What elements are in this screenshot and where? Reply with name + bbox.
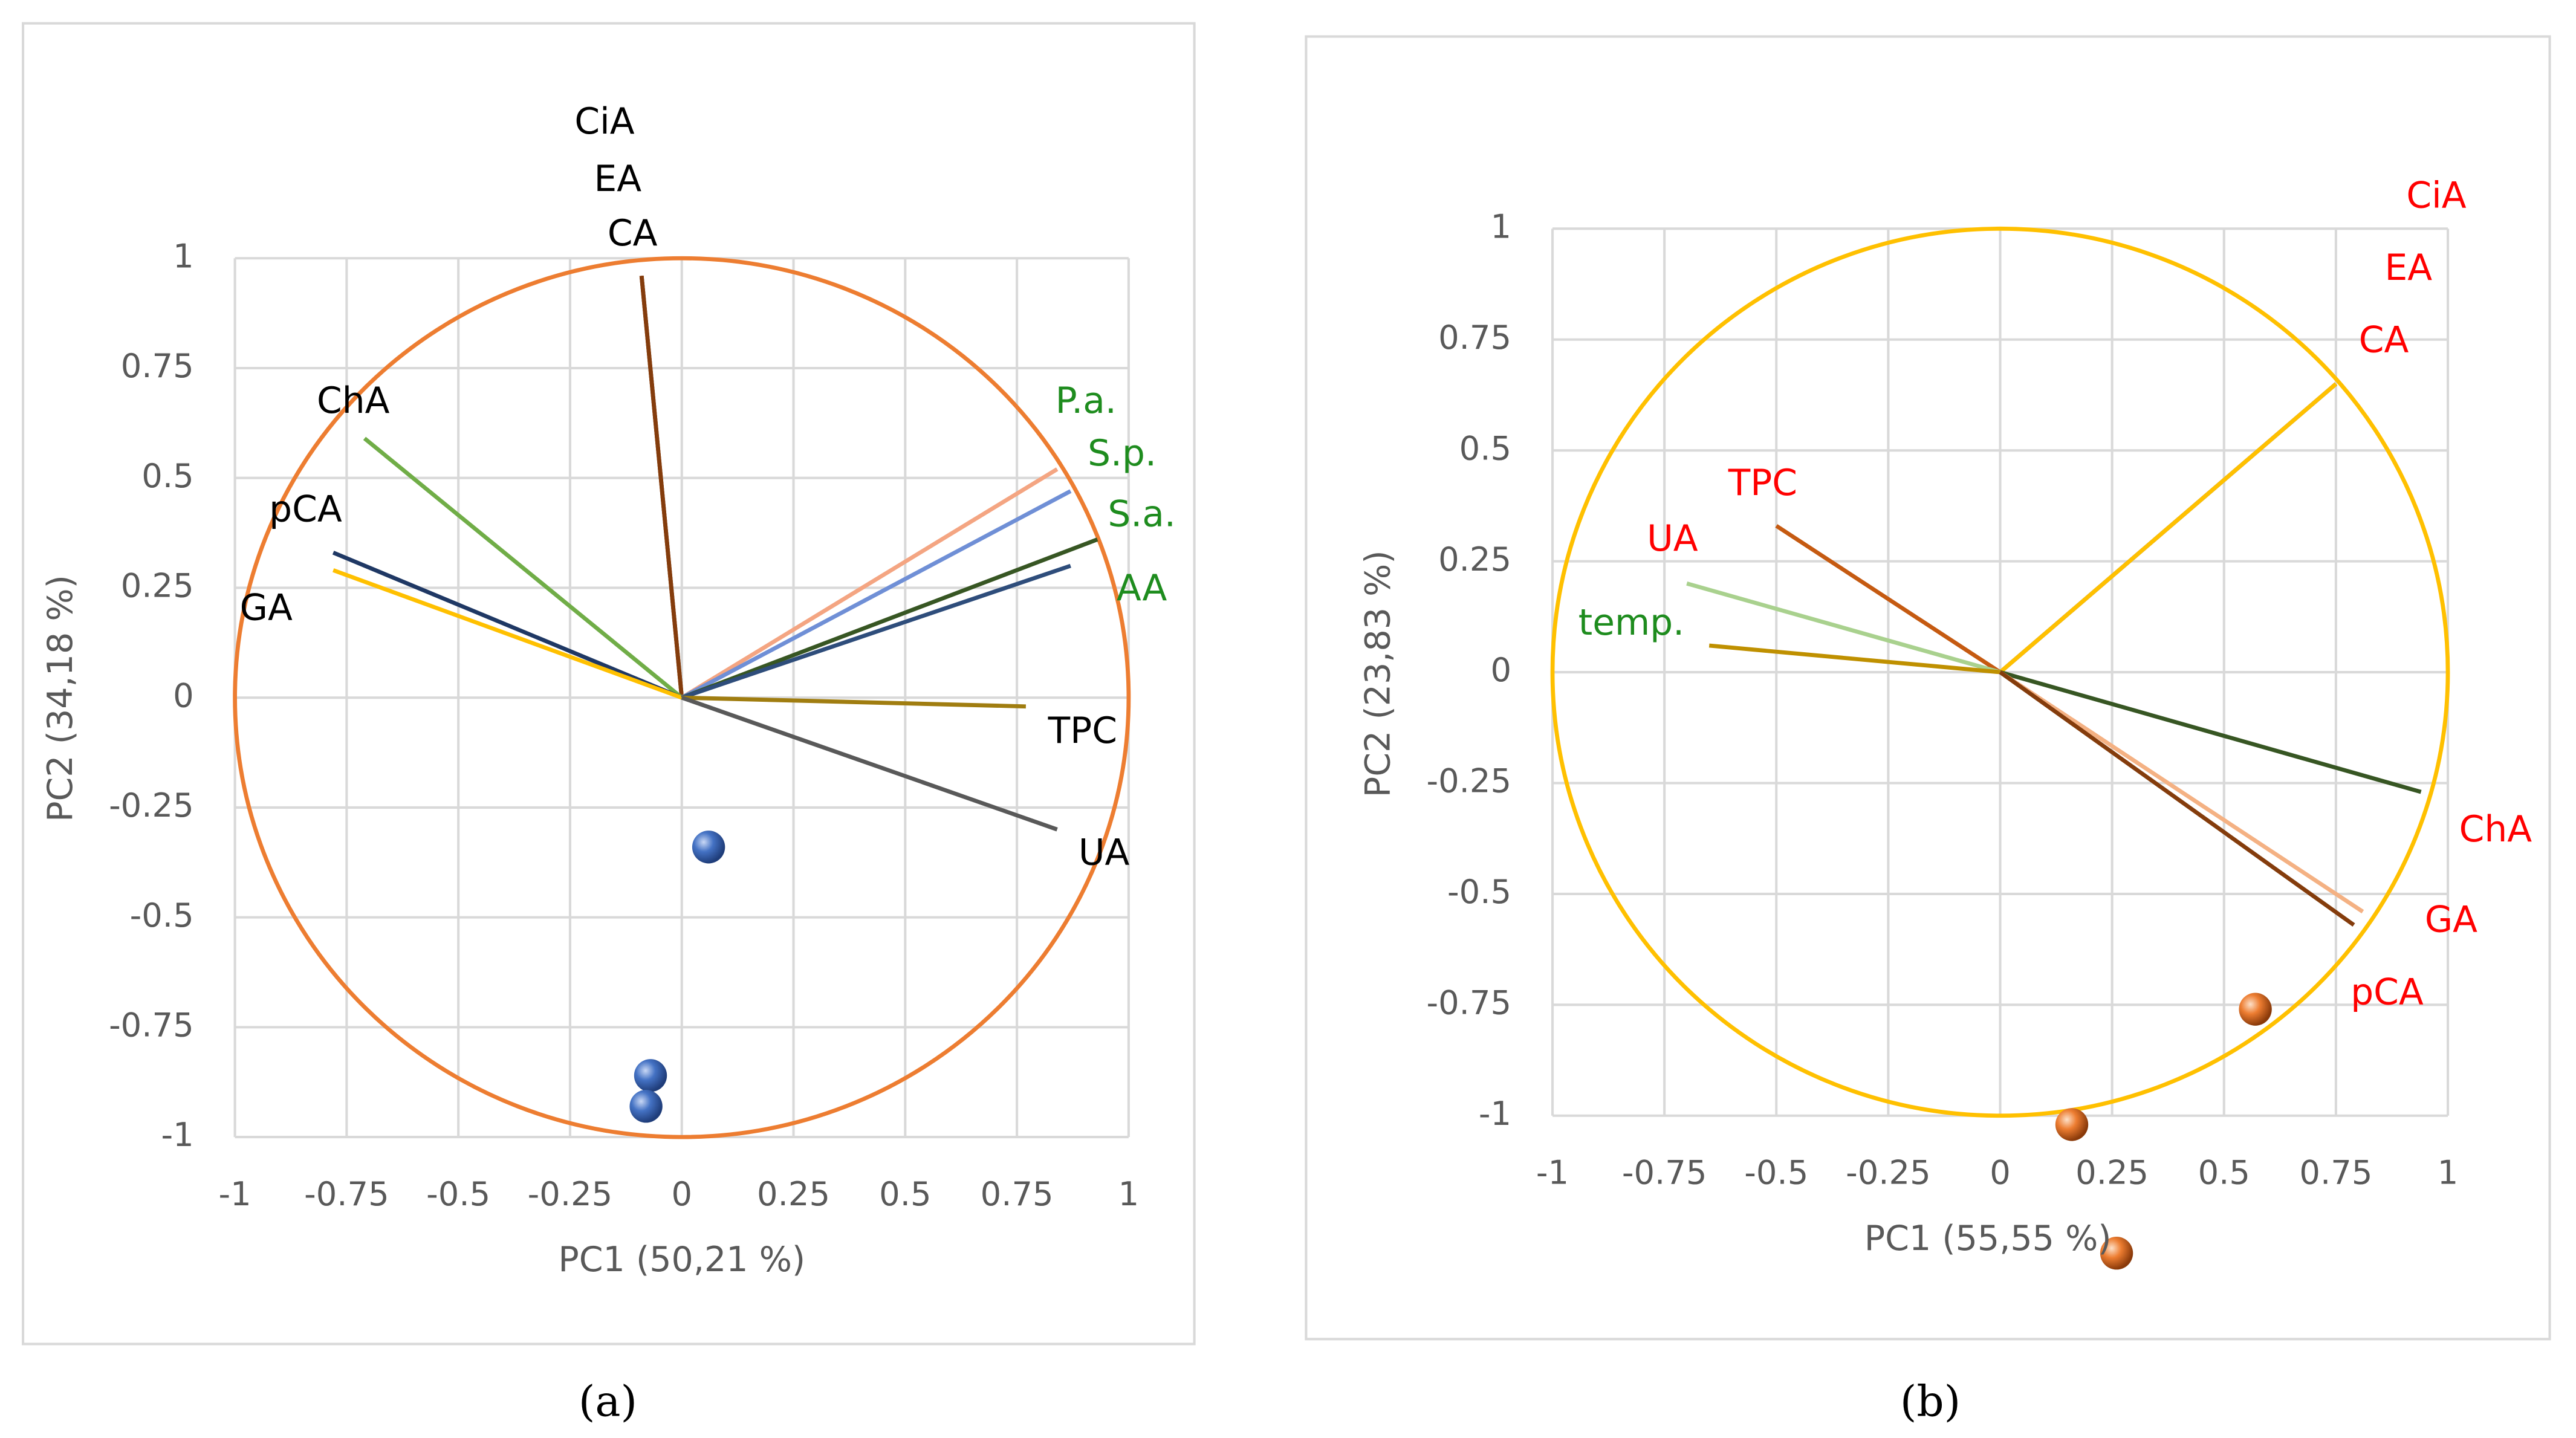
vector-label: GA [240, 587, 293, 629]
vector-label: EA [2384, 247, 2432, 289]
vector-label: CA [2359, 319, 2409, 361]
correlation-circle [233, 256, 1131, 1139]
loading-vector [681, 489, 1072, 700]
y-tick-label: -0.5 [1447, 873, 1511, 911]
loading-vector [1999, 382, 2338, 674]
y-tick-label: 0.25 [1438, 540, 1511, 578]
loading-vector [639, 276, 684, 698]
x-tick-label: 0.25 [757, 1175, 830, 1213]
vector-label: CA [608, 213, 658, 254]
y-tick-label: -0.25 [1426, 762, 1511, 800]
vector-label: GA [2425, 899, 2477, 941]
y-tick-label: 0 [173, 676, 194, 714]
loading-vector [681, 537, 1098, 700]
vector-label: temp. [1578, 602, 1684, 644]
score-point [2239, 993, 2272, 1026]
vector-label: ChA [2459, 809, 2532, 850]
loading-vector [1775, 524, 2002, 674]
x-tick-label: 1 [1118, 1175, 1140, 1213]
loading-vector [681, 695, 1026, 709]
loading-vector [1999, 670, 2422, 794]
vector-label: P.a. [1056, 380, 1117, 422]
vector-label: S.a. [1108, 493, 1176, 535]
loading-vector [332, 551, 683, 700]
x-axis-label: PC1 (50,21 %) [558, 1240, 805, 1280]
frame-a [22, 22, 1196, 1346]
y-tick-label: -1 [161, 1116, 193, 1154]
y-axis-label: PC2 (34,18 %) [41, 575, 80, 822]
vector-label: TPC [1048, 710, 1117, 752]
y-tick-label: 0.5 [141, 457, 193, 495]
vector-label: UA [1079, 832, 1130, 873]
x-tick-label: 0.25 [2075, 1154, 2149, 1192]
x-tick-label: 1 [2438, 1154, 2459, 1192]
x-tick-label: -0.25 [528, 1175, 613, 1213]
vector-label: S.p. [1088, 433, 1157, 474]
vector-label: EA [594, 158, 641, 200]
y-tick-label: 1 [173, 237, 194, 275]
loading-vector [363, 436, 683, 699]
loading-vector [681, 695, 1058, 832]
y-tick-label: 0.5 [1459, 429, 1511, 467]
x-tick-label: -0.75 [304, 1175, 389, 1213]
x-tick-label: -1 [1536, 1154, 1569, 1192]
loading-vector [1999, 670, 2355, 927]
score-point [629, 1090, 663, 1123]
x-axis-label: PC1 (55,55 %) [1864, 1219, 2112, 1258]
caption: (b) [1900, 1376, 1961, 1427]
x-tick-label: -0.75 [1622, 1154, 1707, 1192]
vector-label: TPC [1728, 462, 1797, 504]
x-tick-label: 0.5 [879, 1175, 931, 1213]
loading-vector [1999, 670, 2364, 914]
loading-vector [1708, 643, 2000, 675]
correlation-circle [1550, 226, 2450, 1118]
score-point [2100, 1237, 2133, 1270]
y-tick-label: -1 [1479, 1095, 1511, 1133]
frame-b [1305, 35, 2551, 1341]
x-tick-label: 0.75 [981, 1175, 1054, 1213]
vector-label: CiA [2406, 175, 2466, 216]
loading-vector [333, 568, 683, 700]
y-tick-label: -0.75 [1426, 983, 1511, 1022]
y-tick-label: 0.75 [121, 347, 194, 385]
loading-vector [681, 563, 1071, 700]
x-tick-label: -1 [219, 1175, 251, 1213]
x-tick-label: 0 [1990, 1154, 2011, 1192]
score-point [2055, 1108, 2089, 1141]
x-tick-label: 0.5 [2198, 1154, 2250, 1192]
x-tick-label: 0.75 [2299, 1154, 2372, 1192]
score-point [692, 831, 725, 864]
y-tick-label: -0.75 [109, 1006, 194, 1044]
y-tick-label: 0.75 [1438, 319, 1511, 357]
y-tick-label: -0.25 [109, 786, 194, 824]
y-axis-label: PC2 (23,83 %) [1358, 550, 1398, 797]
y-tick-label: 0.25 [121, 567, 194, 605]
y-tick-label: 0 [1490, 651, 1511, 689]
vector-label: UA [1647, 518, 1698, 560]
caption: (a) [579, 1376, 637, 1427]
vector-label: pCA [2351, 971, 2424, 1013]
x-tick-label: 0 [671, 1175, 692, 1213]
x-tick-label: -0.25 [1846, 1154, 1931, 1192]
y-tick-label: 1 [1490, 207, 1511, 245]
y-tick-label: -0.5 [130, 896, 194, 934]
x-tick-label: -0.5 [1744, 1154, 1808, 1192]
loading-vector [680, 467, 1059, 700]
loading-vector [1686, 581, 2001, 675]
vector-label: ChA [317, 380, 390, 422]
x-tick-label: -0.5 [426, 1175, 490, 1213]
score-point [634, 1059, 667, 1092]
vector-label: CiA [574, 101, 634, 143]
vector-label: pCA [269, 488, 342, 530]
vector-label: AA [1117, 568, 1167, 609]
